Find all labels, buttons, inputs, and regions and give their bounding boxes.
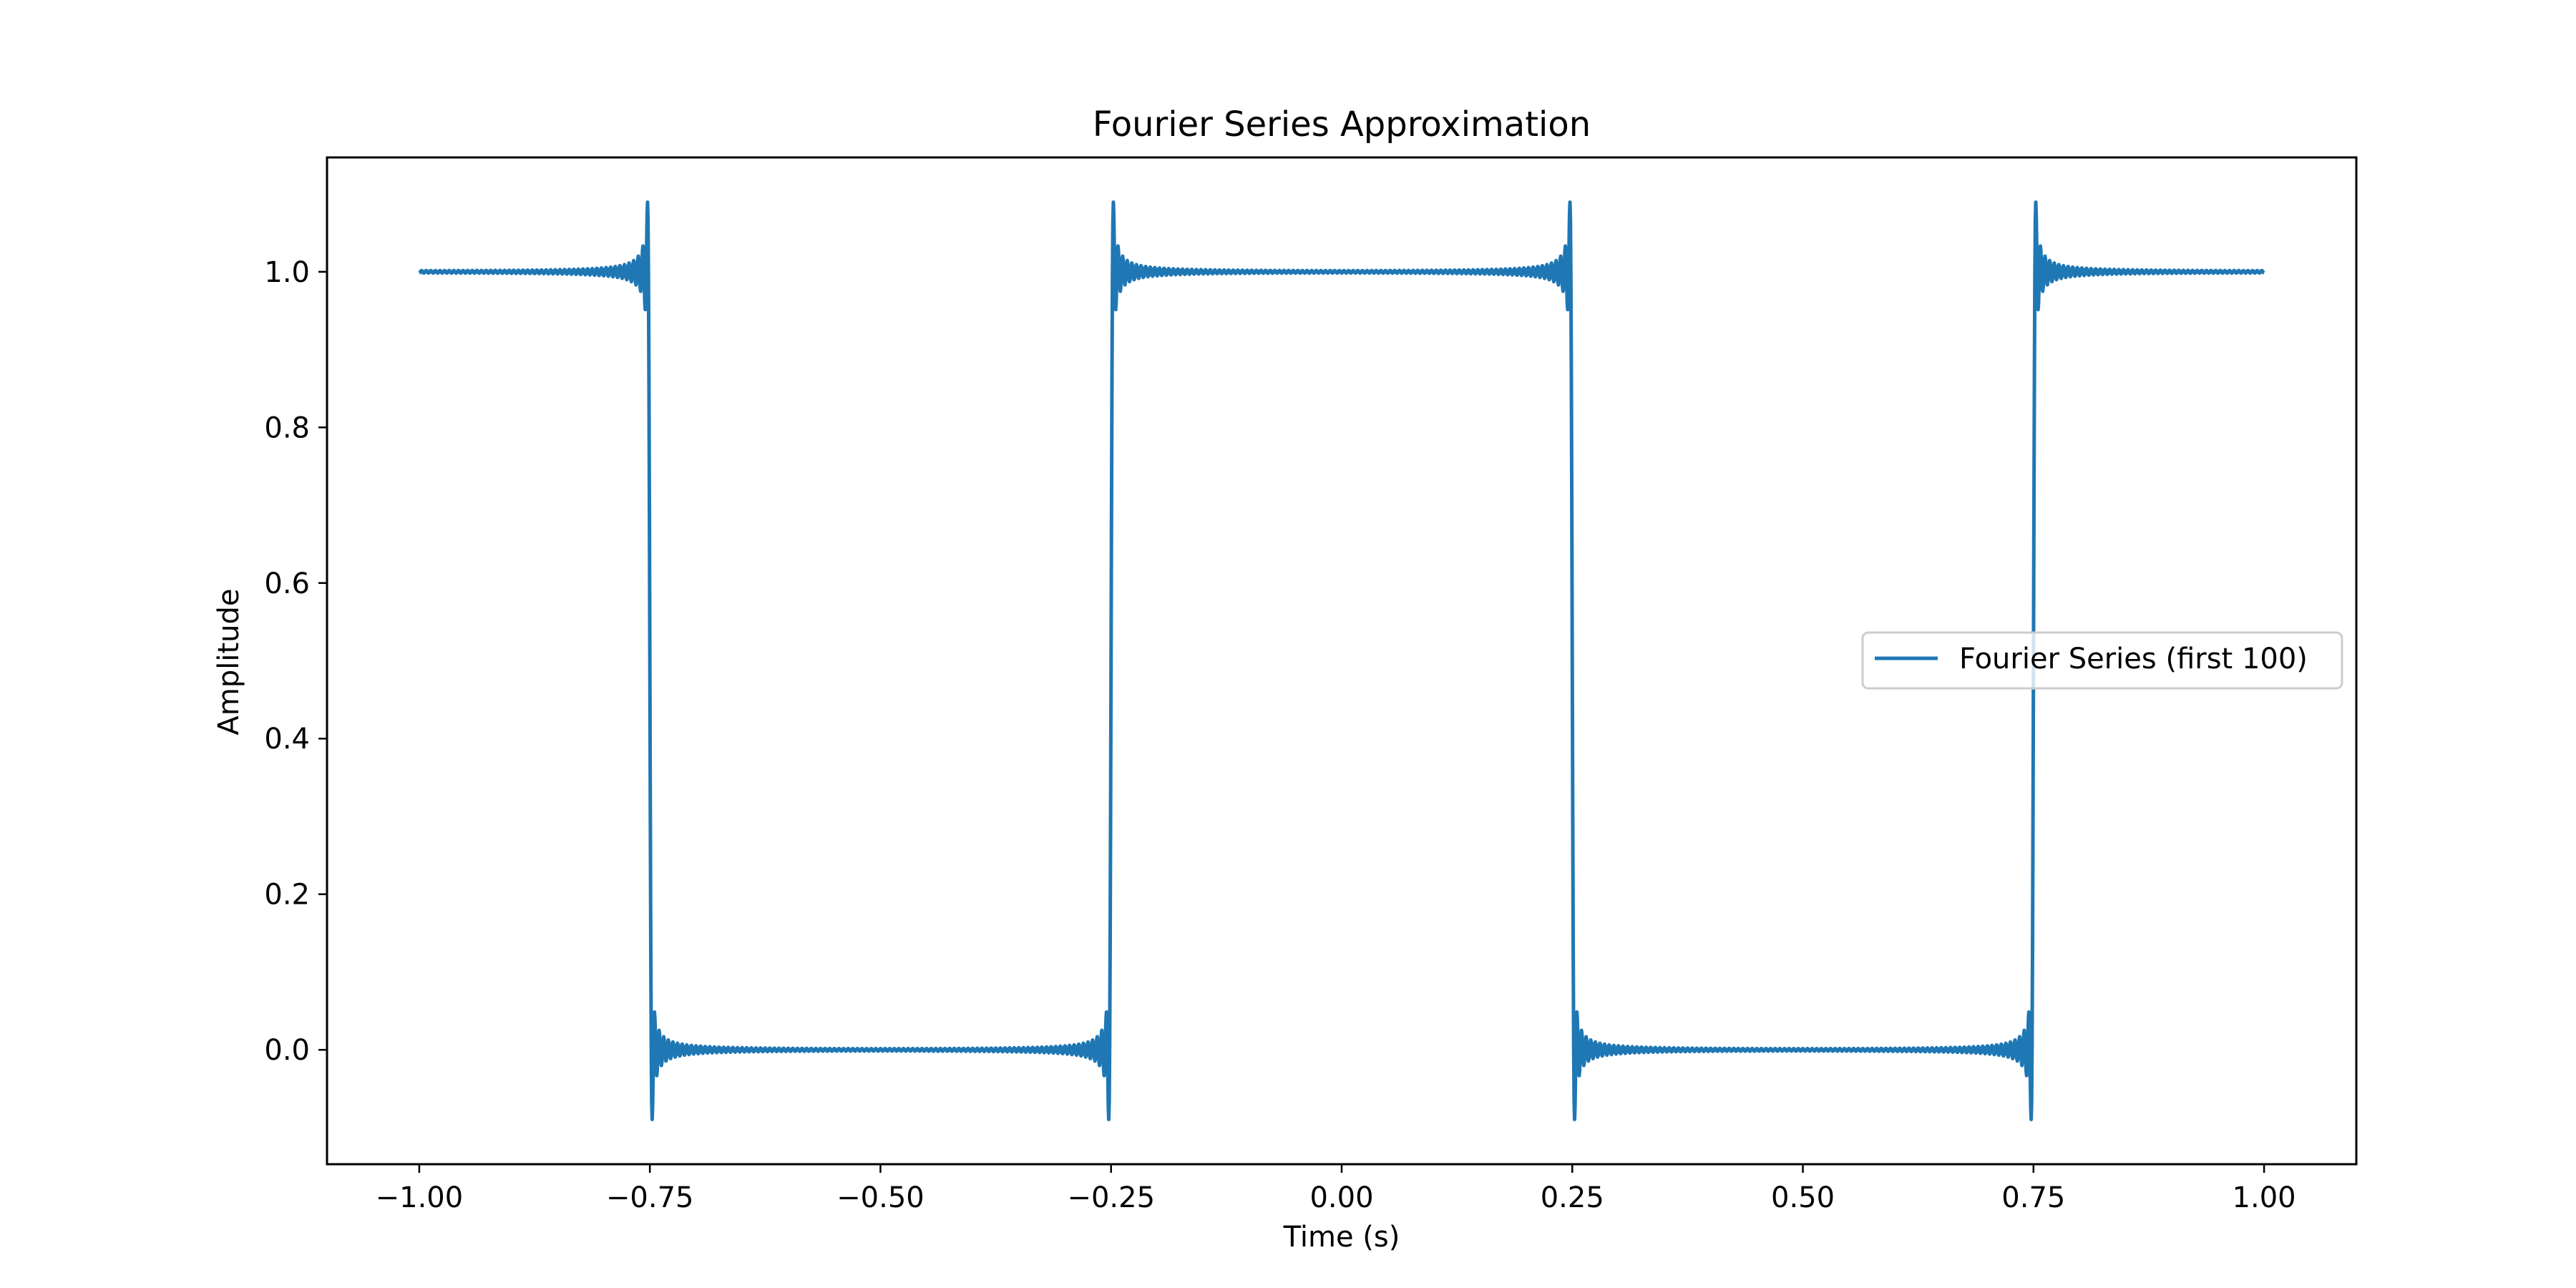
x-tick-label: 0.00 — [1309, 1181, 1373, 1214]
y-axis-label: Amplitude — [213, 589, 245, 736]
legend-label: Fourier Series (first 100) — [1959, 643, 2308, 675]
x-tick-label: −0.75 — [606, 1181, 694, 1214]
x-tick-label: −0.50 — [836, 1181, 924, 1214]
legend-box — [1861, 631, 2343, 690]
x-axis: −1.00 −0.75 −0.50 −0.25 0.00 0.25 0.50 0.75 1.00 — [376, 1164, 2296, 1214]
x-tick-label: 0.25 — [1541, 1181, 1604, 1214]
y-tick-label: 0.8 — [264, 411, 310, 444]
x-axis-label: Time (s) — [1283, 1221, 1400, 1254]
x-tick-label: 0.75 — [2001, 1181, 2065, 1214]
series-layer — [418, 200, 2265, 1121]
y-tick-label: 0.0 — [264, 1034, 310, 1067]
x-tick-label: −0.25 — [1067, 1181, 1155, 1214]
y-tick-label: 0.2 — [264, 879, 310, 912]
legend: Fourier Series (first 100) — [1861, 631, 2343, 690]
x-tick-label: −1.00 — [376, 1181, 464, 1214]
chart-title: Fourier Series Approximation — [1093, 104, 1591, 145]
y-tick-label: 0.4 — [264, 723, 310, 756]
x-tick-label: 0.50 — [1771, 1181, 1835, 1214]
y-axis: 0.0 0.2 0.4 0.6 0.8 1.0 — [264, 256, 327, 1067]
y-tick-label: 0.6 — [264, 567, 310, 600]
y-tick-label: 1.0 — [264, 256, 310, 289]
series-line-0 — [418, 200, 2265, 1121]
x-tick-label: 1.00 — [2233, 1181, 2296, 1214]
